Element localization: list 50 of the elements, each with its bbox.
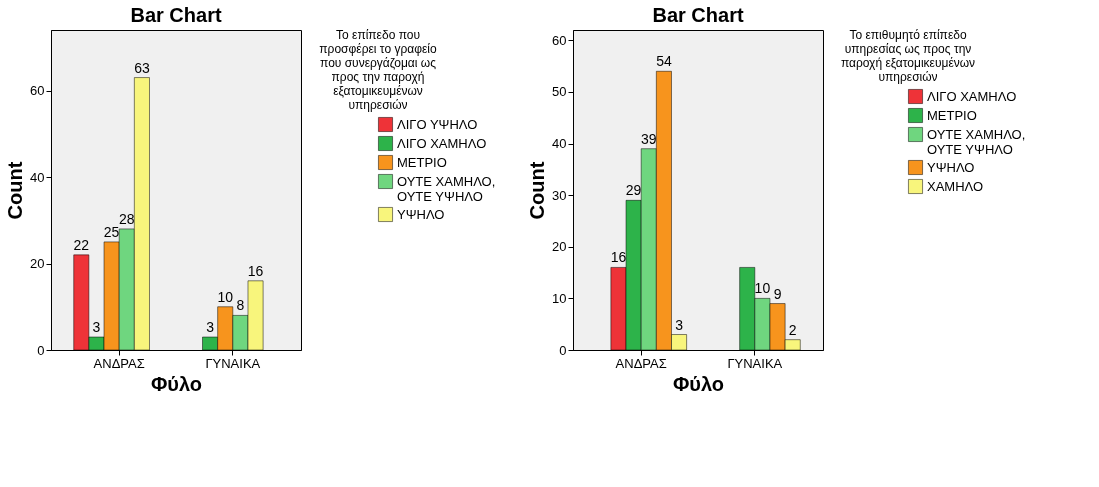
legend-label: ΛΙΓΟ ΧΑΜΗΛΟ bbox=[927, 88, 1017, 104]
y-tick-label: 50 bbox=[552, 84, 567, 100]
y-tick-label: 20 bbox=[552, 239, 567, 255]
chart-title: Bar Chart bbox=[130, 4, 222, 26]
legend-label: ΥΨΗΛΟ bbox=[397, 206, 445, 222]
legend-label: ΧΑΜΗΛΟ bbox=[927, 178, 984, 194]
data-label: 29 bbox=[625, 182, 642, 199]
legend-label: ΟΥΤΕ ΧΑΜΗΛΟ, ΟΥΤΕ ΥΨΗΛΟ bbox=[397, 173, 496, 204]
data-label: 54 bbox=[656, 53, 672, 70]
data-label: 63 bbox=[134, 59, 150, 76]
x-axis-title: Φύλο bbox=[672, 372, 725, 395]
data-label: 28 bbox=[118, 210, 135, 227]
data-label: 39 bbox=[640, 130, 657, 147]
data-label: 10 bbox=[754, 280, 771, 297]
data-label: 3 bbox=[675, 316, 684, 333]
data-label: 16 bbox=[610, 249, 627, 266]
legend-label: ΟΥΤΕ ΧΑΜΗΛΟ, ΟΥΤΕ ΥΨΗΛΟ bbox=[927, 126, 1026, 157]
y-tick-label: 40 bbox=[552, 136, 567, 152]
legend-label: ΜΕΤΡΙΟ bbox=[397, 154, 447, 170]
x-axis-title: Φύλο bbox=[150, 372, 203, 395]
legend-label: ΛΙΓΟ ΥΨΗΛΟ bbox=[397, 116, 478, 132]
x-tick-label: ΓΥΝΑΙΚΑ bbox=[205, 355, 261, 371]
y-axis-title: Count bbox=[4, 161, 27, 220]
data-label: 25 bbox=[103, 223, 120, 240]
y-tick-label: 30 bbox=[552, 187, 567, 203]
data-label: 10 bbox=[217, 288, 234, 305]
legend-label: ΥΨΗΛΟ bbox=[927, 159, 975, 175]
y-tick-label: 40 bbox=[30, 169, 45, 185]
legend-title: Το επίπεδο που προσφέρει το γραφείο που συνεργάζομαι ως προς την παροχή εξατομικευμένων υπηρεσιών bbox=[319, 28, 437, 112]
x-tick-label: ΑΝΔΡΑΣ bbox=[615, 355, 667, 371]
y-tick-label: 60 bbox=[552, 32, 567, 48]
legend-title: Το επιθυμητό επίπεδο υπηρεσίας ως προς την παροχή εξατομικευμένων υπηρεσιών bbox=[840, 28, 976, 84]
data-label: 3 bbox=[206, 319, 215, 336]
y-tick-label: 0 bbox=[37, 342, 45, 358]
y-tick-label: 60 bbox=[30, 83, 45, 99]
data-label: 8 bbox=[236, 297, 245, 314]
data-label: 2 bbox=[788, 321, 797, 338]
y-tick-label: 20 bbox=[30, 256, 45, 272]
y-tick-label: 0 bbox=[559, 342, 567, 358]
legend-label: ΜΕΤΡΙΟ bbox=[927, 107, 977, 123]
legend-label: ΛΙΓΟ ΧΑΜΗΛΟ bbox=[397, 135, 487, 151]
x-tick-label: ΑΝΔΡΑΣ bbox=[93, 355, 145, 371]
data-label: 9 bbox=[773, 285, 782, 302]
data-label: 16 bbox=[247, 262, 264, 279]
data-label: 22 bbox=[73, 236, 90, 253]
x-tick-label: ΓΥΝΑΙΚΑ bbox=[727, 355, 783, 371]
y-axis-title: Count bbox=[526, 161, 549, 220]
chart-title: Bar Chart bbox=[652, 4, 744, 26]
y-tick-label: 10 bbox=[552, 290, 567, 306]
data-label: 3 bbox=[92, 319, 101, 336]
